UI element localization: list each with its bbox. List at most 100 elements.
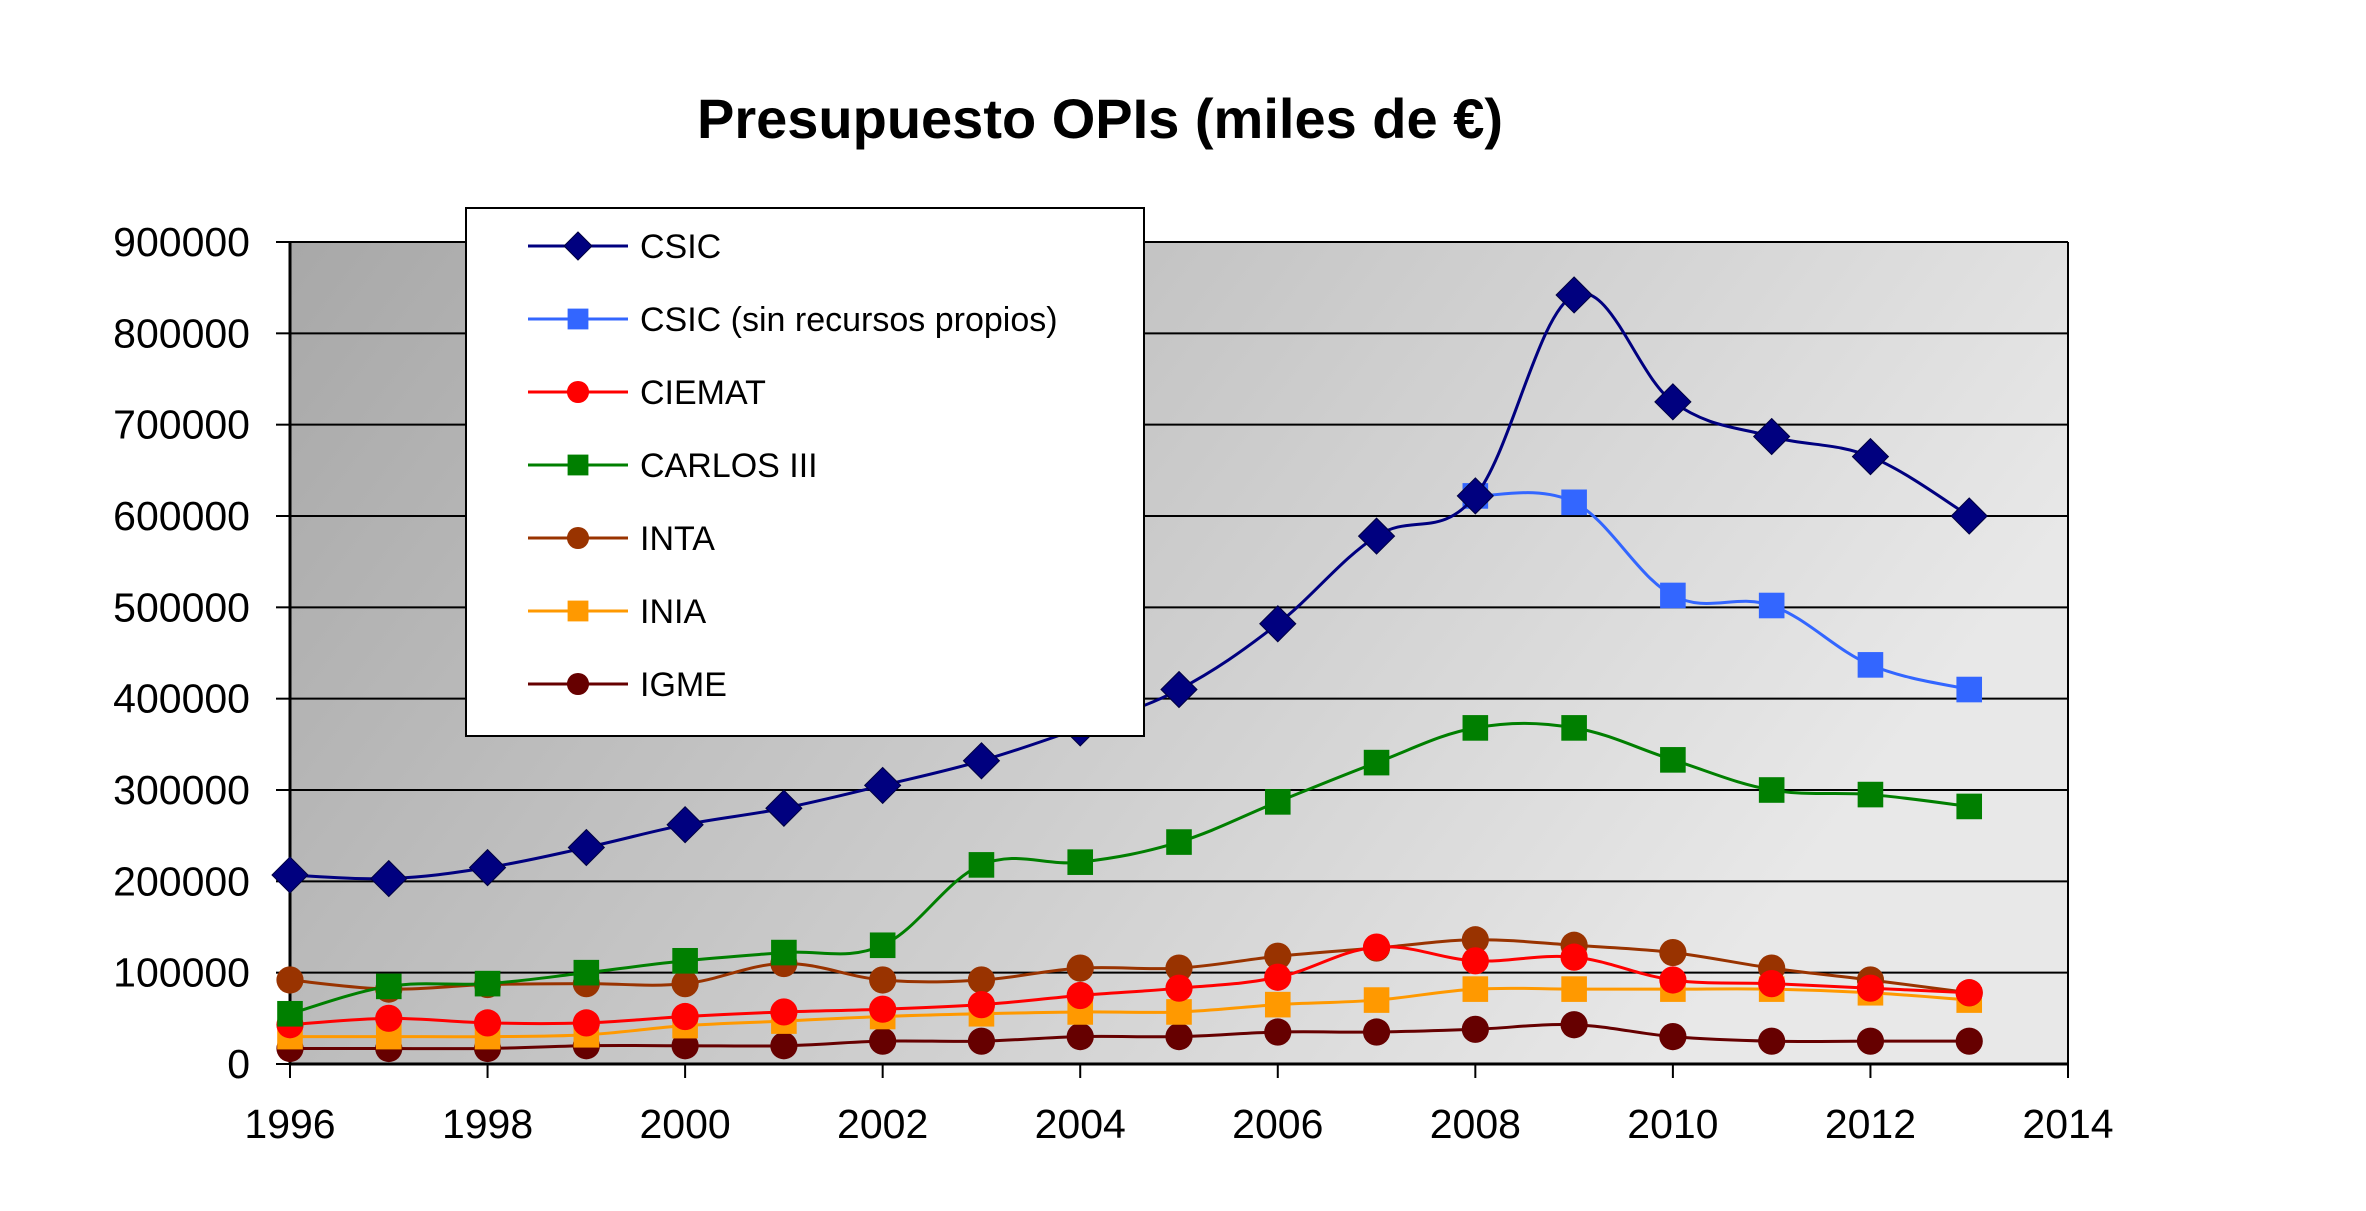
data-point [1659,966,1687,994]
data-point [1166,999,1192,1025]
legend-swatch-marker [567,600,589,622]
legend-label: IGME [640,666,727,704]
series-ciemat [276,933,1983,1039]
legend-swatch-marker [566,380,590,404]
data-point [1165,1023,1193,1051]
legend-item-inia: INIA [528,593,706,631]
y-tick-label: 600000 [113,493,250,539]
legend-swatch-marker [567,308,589,330]
data-point [1165,974,1193,1002]
data-point [1955,979,1983,1007]
data-point [1456,477,1495,515]
data-point [1160,670,1198,709]
x-tick-label: 1998 [442,1101,533,1147]
data-point [1363,749,1390,776]
data-point [1955,1027,1983,1055]
legend-item-igme: IGME [528,666,727,704]
legend-label: CIEMAT [640,374,766,412]
legend-item-ciemat: CIEMAT [528,374,766,412]
data-point [1555,276,1593,314]
legend-swatch-marker [566,672,590,696]
data-point [567,828,606,867]
y-tick-label: 300000 [113,767,250,813]
data-point [765,789,803,827]
x-tick-label: 2006 [1232,1101,1323,1147]
y-tick-label: 100000 [113,950,250,996]
data-point [671,1032,699,1060]
y-axis-ticks: 0 100000 200000 300000 400000 500000 600000 700… [113,219,290,1087]
data-point [1758,970,1786,998]
data-point [573,959,600,986]
chart-title: Presupuesto OPIs (miles de €) [697,87,1503,150]
data-point [1857,781,1884,808]
data-point [967,1027,996,1055]
data-point [1560,1011,1588,1039]
data-point [1561,489,1587,516]
legend-item-inta: INTA [528,520,715,558]
legend-item-carlos-iii: CARLOS III [528,447,818,485]
data-point [1264,991,1291,1018]
data-point [370,859,408,898]
data-point [1956,793,1983,820]
legend-swatch-marker [567,454,589,476]
data-point [1659,1023,1687,1051]
x-tick-label: 2010 [1627,1101,1718,1147]
data-point [1560,943,1588,971]
data-point [1956,676,1983,703]
data-point [1462,715,1489,741]
data-point [671,1002,699,1031]
x-tick-label: 2000 [640,1101,731,1147]
legend-item-csic-sin-recursos-propios: CSIC (sin recursos propios) [528,301,1058,339]
data-point [1066,954,1094,982]
data-point [1758,777,1785,803]
data-point [1264,942,1292,970]
data-point [1259,605,1297,643]
data-point [1362,933,1391,961]
data-point [1264,1018,1292,1046]
legend-label: INIA [640,593,706,631]
x-axis-ticks: 1996 1998 2000 2002 2004 2006 2008 2010 2012 2014 [244,1064,2114,1147]
data-point [1660,747,1686,773]
data-point [863,766,902,805]
data-point [1362,1018,1391,1046]
legend-label: CSIC [640,228,721,266]
y-tick-label: 900000 [113,219,250,265]
data-point [1654,383,1692,421]
legend-swatch-marker [566,526,590,550]
data-point [375,1004,403,1032]
data-point [277,1000,303,1027]
data-point [1660,582,1686,609]
legend-swatch-marker [563,231,593,261]
data-point [1561,976,1587,1002]
data-point [1066,981,1094,1010]
legend-label: CSIC (sin recursos propios) [640,301,1058,339]
x-tick-label: 1996 [244,1101,335,1147]
data-point [666,805,704,844]
series-carlos-iii [277,715,1983,1027]
data-point [1165,954,1193,982]
data-point [468,848,507,887]
data-point [1461,1015,1489,1043]
data-point [1561,715,1587,741]
data-point [1856,1027,1885,1055]
data-point [1851,437,1890,476]
x-tick-label: 2002 [837,1101,928,1147]
x-tick-label: 2008 [1430,1101,1521,1147]
data-point [1462,976,1489,1002]
data-point [967,966,996,994]
legend-item-csic: CSIC [528,228,721,266]
data-point [271,856,309,894]
y-tick-label: 800000 [113,310,250,356]
data-point [869,932,896,959]
legend: CSIC CSIC (sin recursos propios) CIEMAT CAR… [465,207,1145,737]
data-point [473,1009,502,1037]
y-tick-label: 700000 [113,402,250,448]
legend-label: CARLOS III [640,447,818,485]
data-point [672,947,698,974]
y-tick-label: 200000 [113,858,250,904]
data-point [869,966,897,994]
data-point [1264,789,1291,815]
data-point [1066,1023,1094,1051]
data-point [869,1027,897,1055]
